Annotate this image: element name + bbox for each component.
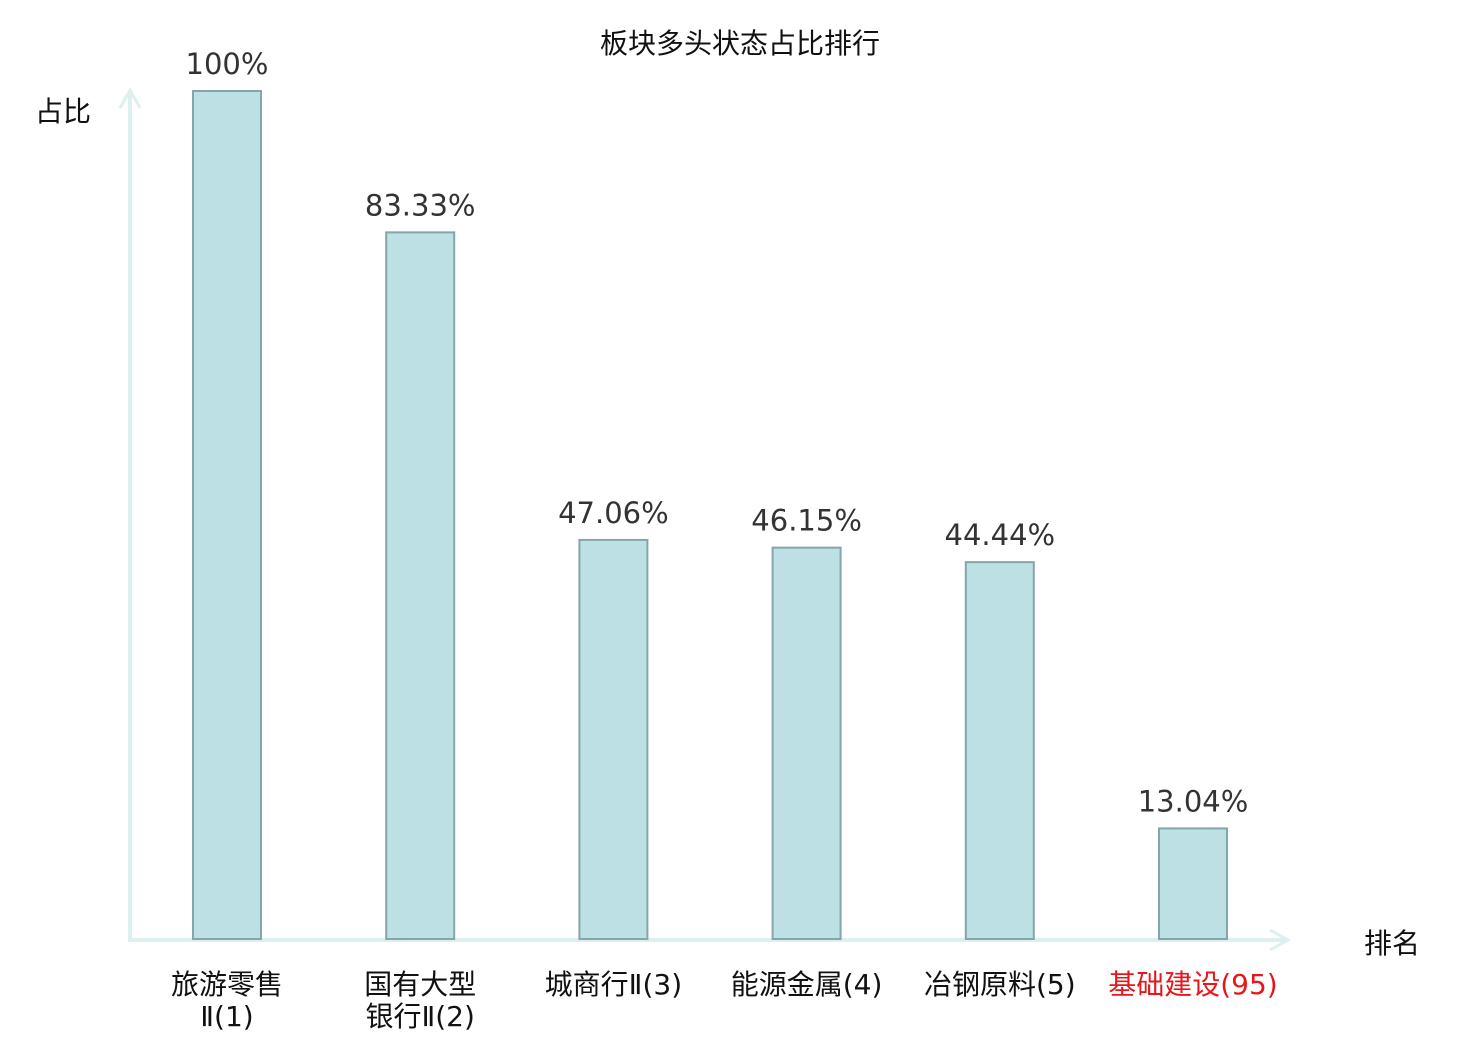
x-tick-label: 银行Ⅱ(2) (365, 1000, 474, 1033)
x-axis-arrow-icon (1269, 928, 1292, 952)
x-tick-label: 基础建设(95) (1108, 968, 1277, 1001)
data-label: 13.04% (1138, 784, 1249, 818)
y-axis-arrow-icon (118, 86, 142, 109)
y-axis-label: 占比 (35, 95, 91, 128)
data-label: 44.44% (945, 518, 1056, 552)
x-axis (128, 928, 1292, 952)
y-axis (118, 86, 142, 940)
data-label: 100% (186, 47, 269, 81)
x-tick-label: Ⅱ(1) (200, 1000, 253, 1033)
data-label: 46.15% (751, 504, 862, 538)
bar (192, 90, 262, 940)
bar (385, 231, 456, 941)
bar (578, 538, 649, 940)
bar (1158, 827, 1228, 940)
x-tick-label: 冶钢原料(5) (924, 968, 1076, 1001)
x-axis-label: 排名 (1364, 927, 1420, 960)
x-tick-label: 城商行Ⅱ(3) (545, 968, 682, 1001)
x-tick-label: 国有大型 (364, 968, 476, 1001)
chart-title: 板块多头状态占比排行 (600, 27, 880, 60)
bar (771, 546, 842, 940)
x-tick-label: 旅游零售 (171, 968, 283, 1001)
bar (964, 561, 1035, 940)
data-label: 47.06% (558, 496, 669, 530)
data-label: 83.33% (365, 188, 476, 222)
x-tick-label: 能源金属(4) (731, 968, 883, 1001)
